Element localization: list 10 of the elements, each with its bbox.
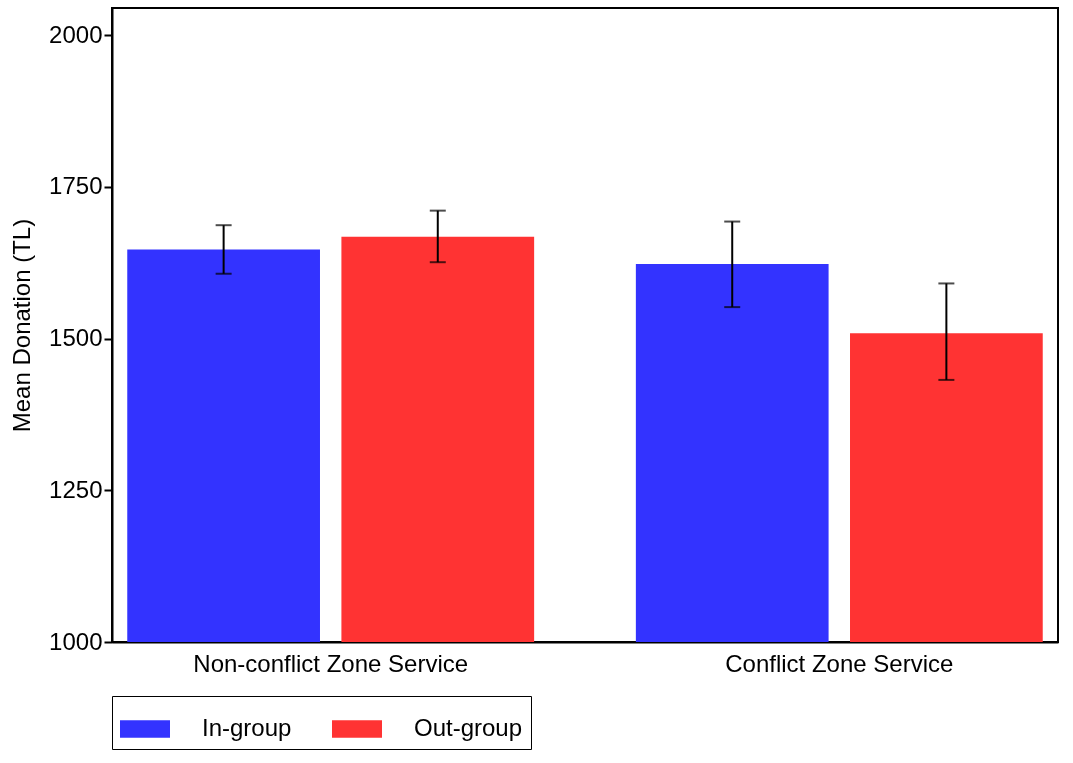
x-tick-label: Conflict Zone Service (725, 649, 954, 677)
legend-label: Out-group (414, 714, 523, 741)
legend-label: In-group (202, 714, 292, 741)
x-tick-label: Non-conflict Zone Service (193, 649, 469, 677)
y-tick-label: 1750 (49, 172, 103, 200)
y-tick-label: 1500 (49, 324, 103, 352)
y-tick-label: 2000 (49, 20, 103, 48)
y-tick-label: 1250 (49, 475, 103, 503)
y-axis-title: Mean Donation (TL) (8, 218, 36, 433)
y-tick-label: 1000 (49, 627, 103, 655)
